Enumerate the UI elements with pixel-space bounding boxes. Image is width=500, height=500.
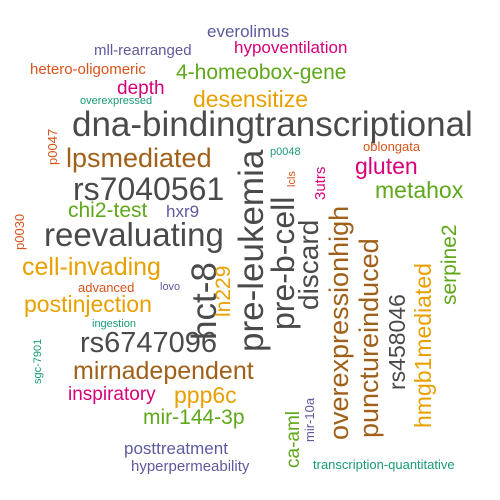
word: lpsmediated bbox=[66, 143, 212, 173]
word: oblongata bbox=[363, 139, 421, 154]
word: sgc-7901 bbox=[32, 338, 44, 384]
word: rs6747096 bbox=[80, 327, 218, 359]
word: dna-bindingtranscriptional bbox=[72, 105, 473, 144]
word: postinjection bbox=[24, 291, 152, 317]
word: lovo bbox=[160, 281, 181, 293]
word: mirnadependent bbox=[73, 357, 254, 385]
word: ppp6c bbox=[174, 382, 237, 408]
word: reevaluating bbox=[44, 216, 224, 253]
word: transcription-quantitative bbox=[313, 457, 455, 472]
word: p0030 bbox=[12, 213, 27, 250]
word: advanced bbox=[78, 280, 135, 295]
word: cell-invading bbox=[22, 253, 161, 281]
word: overexpressionhigh bbox=[324, 205, 354, 440]
word: metahox bbox=[375, 177, 464, 203]
word: p0047 bbox=[45, 128, 60, 165]
word: hypoventilation bbox=[234, 38, 348, 57]
word: p0048 bbox=[270, 146, 301, 158]
word: discard bbox=[293, 219, 324, 310]
word: posttreatment bbox=[124, 439, 228, 458]
word: ca-aml bbox=[283, 410, 304, 468]
word: 3utrs bbox=[312, 166, 329, 200]
word: ingestion bbox=[92, 318, 137, 330]
word: hxr9 bbox=[166, 202, 200, 221]
word: mir-10a bbox=[302, 397, 317, 442]
word: gluten bbox=[355, 153, 418, 179]
word: mll-rearranged bbox=[94, 42, 192, 59]
word: everolimus bbox=[207, 22, 290, 41]
word: hetero-oligomeric bbox=[30, 61, 146, 78]
word: 4-homeobox-gene bbox=[176, 61, 347, 84]
word: pre-leukemia bbox=[232, 149, 271, 352]
word: chi2-test bbox=[68, 199, 148, 222]
word: serpine2 bbox=[438, 224, 461, 305]
word: punctureinduced bbox=[354, 238, 384, 438]
word: mir-144-3p bbox=[143, 406, 245, 429]
word: inspiratory bbox=[68, 384, 156, 405]
word: hmgb1mediated bbox=[410, 263, 436, 428]
word: ln229 bbox=[212, 265, 235, 317]
word: rs7040561 bbox=[73, 171, 225, 207]
word: lcls bbox=[286, 171, 298, 187]
word: depth bbox=[117, 78, 165, 99]
word: overexpressed bbox=[80, 95, 153, 107]
word: desensitize bbox=[193, 86, 309, 112]
word: hyperpermeability bbox=[131, 458, 250, 475]
word: rs458046 bbox=[384, 294, 410, 390]
